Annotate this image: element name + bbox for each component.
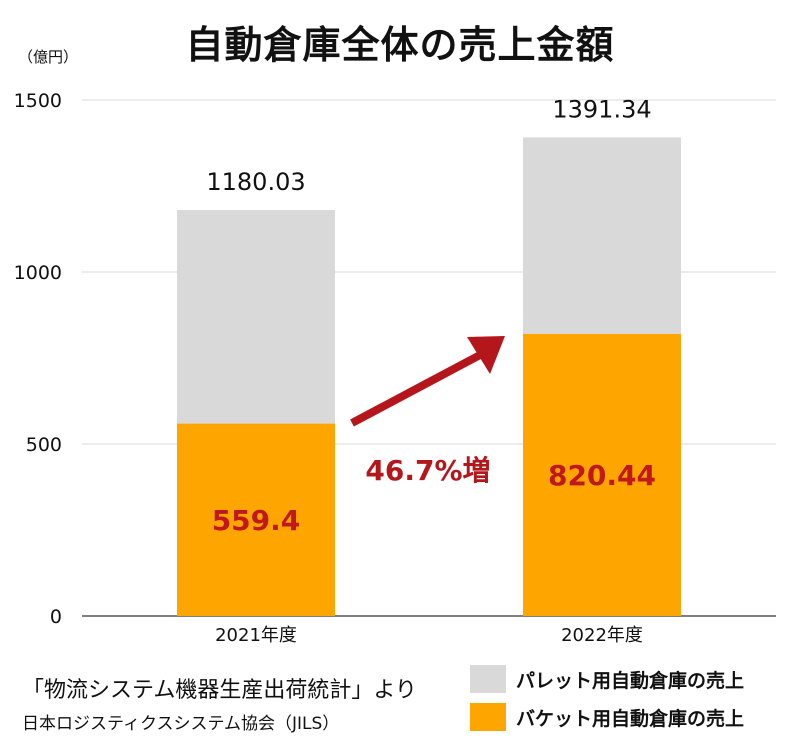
legend-item-bucket: バケット用自動倉庫の売上 — [470, 703, 744, 731]
bar-value-label: 820.44 — [548, 459, 656, 492]
x-category-label: 2021年度 — [215, 625, 297, 646]
growth-annotation: 46.7%増 — [365, 454, 490, 487]
legend-item-pallet: パレット用自動倉庫の売上 — [470, 665, 744, 693]
legend-swatch-pallet — [470, 665, 506, 693]
y-tick-label: 0 — [50, 606, 62, 628]
legend-label-bucket: バケット用自動倉庫の売上 — [516, 707, 745, 730]
source-citation: 「物流システム機器生産出荷統計」より — [22, 678, 417, 703]
bar-segment-pallet — [523, 137, 681, 334]
stacked-bar-chart: 0 500 1000 1500 559.4 1180.03 2021年度 820.44 139… — [14, 90, 776, 646]
bar-segment-pallet — [177, 210, 335, 424]
bar-value-label: 559.4 — [212, 504, 301, 537]
y-tick-label: 500 — [26, 434, 62, 456]
bar-total-label: 1391.34 — [552, 95, 651, 123]
growth-arrow-shaft — [350, 351, 482, 427]
source-organization: 日本ロジスティクスシステム協会（JILS） — [22, 714, 340, 734]
chart-title: 自動倉庫全体の売上金額 — [185, 23, 615, 67]
legend-swatch-bucket — [470, 703, 506, 731]
y-tick-label: 1000 — [14, 262, 62, 284]
bar-segment-bucket — [523, 333, 681, 616]
bar-total-label: 1180.03 — [206, 168, 305, 196]
growth-arrow-head — [467, 336, 505, 374]
bar-segment-bucket — [177, 423, 335, 616]
y-tick-label: 1500 — [14, 90, 62, 112]
y-axis-unit-label: （億円） — [18, 48, 79, 66]
legend-label-pallet: パレット用自動倉庫の売上 — [516, 669, 745, 692]
x-category-label: 2022年度 — [561, 625, 643, 646]
